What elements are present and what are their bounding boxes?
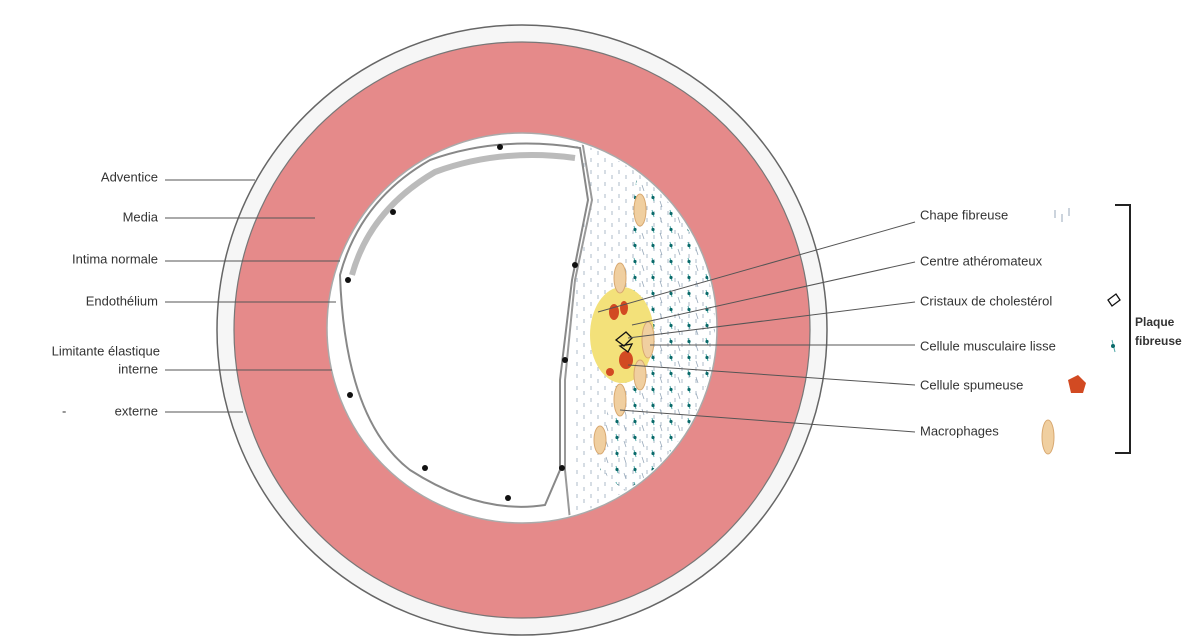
right-label: Macrophages <box>920 423 999 438</box>
left-label: Limitante élastique <box>52 343 160 358</box>
left-label: - <box>62 403 66 418</box>
left-label: Adventice <box>101 169 158 184</box>
left-label: Media <box>123 209 159 224</box>
left-label: Endothélium <box>86 293 158 308</box>
right-label: Cristaux de cholestérol <box>920 293 1052 308</box>
legend-icons <box>1041 204 1131 455</box>
labels: Adventice Media Intima normale Endothélium L… <box>52 169 1182 438</box>
right-label: Cellule musculaire lisse <box>920 338 1056 353</box>
left-label: interne <box>118 361 158 376</box>
artery <box>216 24 828 636</box>
bracket-label: Plaque <box>1135 315 1175 329</box>
left-label: externe <box>115 403 158 418</box>
right-label: Cellule spumeuse <box>920 377 1023 392</box>
bracket-label: fibreuse <box>1135 334 1182 348</box>
right-label: Chape fibreuse <box>920 207 1008 222</box>
left-label: Intima normale <box>72 251 158 266</box>
right-label: Centre athéromateux <box>920 253 1043 268</box>
leader-lines <box>165 179 916 433</box>
